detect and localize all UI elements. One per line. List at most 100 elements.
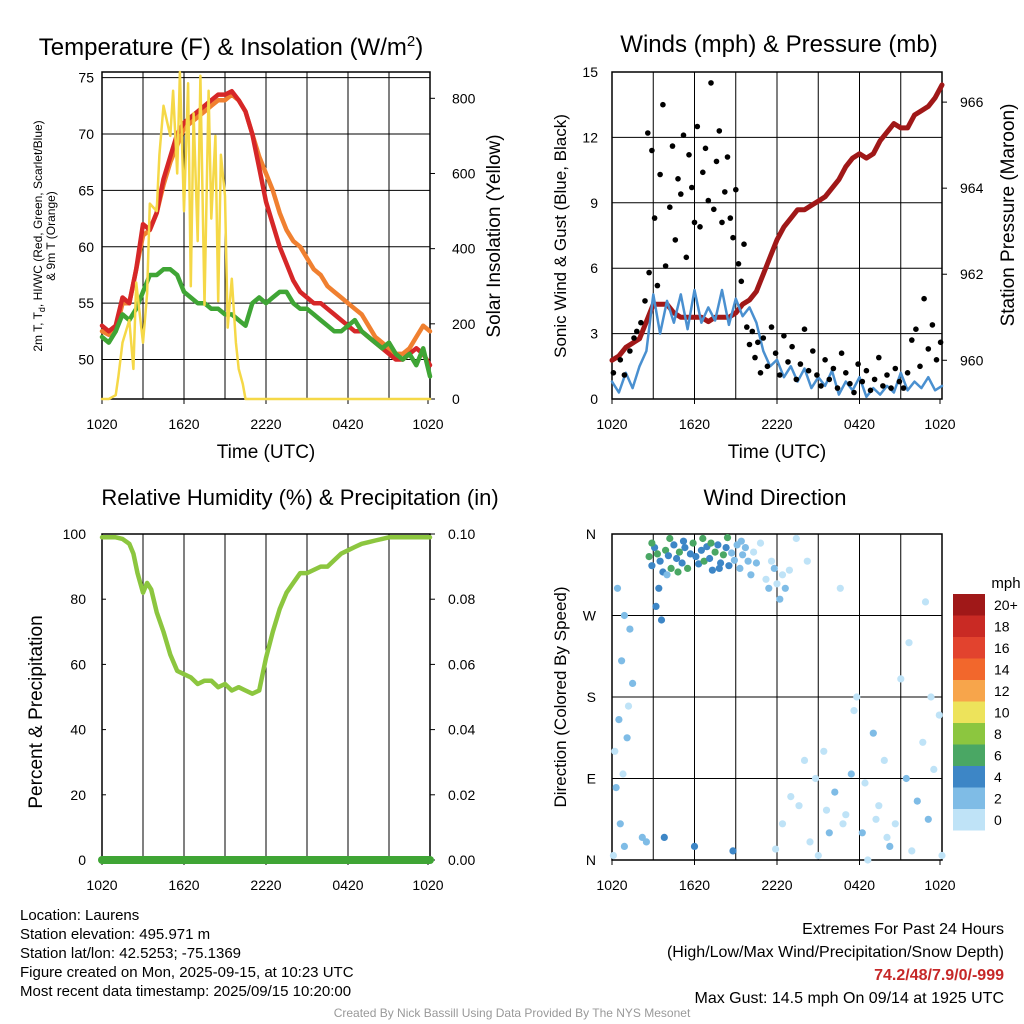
y-axis-label: Percent & Precipitation (26, 615, 47, 808)
gust-point (888, 385, 894, 391)
y-tick-label: S (587, 689, 596, 705)
legend-label: 10 (994, 705, 1010, 721)
gust-point (735, 261, 742, 267)
y2-axis-label: Solar Insolation (Yellow) (484, 134, 505, 337)
direction-point (739, 551, 747, 559)
direction-point (778, 571, 787, 579)
gust-point (818, 383, 824, 389)
direction-point (692, 553, 700, 561)
direction-point (836, 584, 844, 592)
direction-point (666, 534, 674, 543)
y-tick-label: 60 (78, 239, 94, 255)
y-tick-label: 70 (78, 126, 94, 142)
direction-point (872, 815, 880, 823)
chart-title-main: Temperature (F) & Insolation (W/m (39, 34, 407, 61)
gust-point (830, 365, 837, 372)
gust-point (801, 326, 808, 333)
direction-point (723, 534, 732, 542)
latlon-text: Station lat/lon: 42.5253; -75.1369 (20, 945, 242, 962)
direction-point (806, 838, 814, 846)
gust-point (651, 215, 658, 221)
y-tick-label: 50 (78, 352, 94, 368)
direction-point (714, 541, 722, 549)
gust-point (667, 204, 673, 210)
x-tick-label: 2220 (761, 416, 792, 432)
y-axis-label: Sonic Wind & Gust (Blue, Black) (551, 114, 570, 358)
x-axis-label: Time (UTC) (217, 442, 316, 463)
y2-tick-label: 0.10 (448, 526, 475, 542)
direction-point (861, 779, 869, 787)
gust-point (781, 333, 787, 339)
legend-swatch (953, 658, 985, 680)
gust-point (805, 367, 812, 374)
direction-point (679, 537, 688, 545)
direction-point (935, 711, 943, 719)
direction-point (648, 539, 656, 547)
winds-chart: 1020 1620 2220 0420 1020 0 3 6 9 12 15 960 962 964 966… (551, 31, 1019, 463)
gust-point (724, 154, 731, 160)
x-tick-label: 1020 (412, 416, 443, 432)
legend-title: mph (991, 575, 1020, 592)
direction-point (615, 716, 623, 724)
x-tick-label: 2220 (761, 877, 792, 893)
y2-tick-label: 600 (452, 165, 476, 181)
direction-point (717, 559, 725, 567)
legend-label: 0 (994, 812, 1002, 828)
gust-point (917, 363, 923, 370)
direction-point (756, 539, 765, 547)
y2-tick-label: 0.06 (448, 656, 475, 672)
gust-point (610, 370, 617, 376)
gust-point (900, 385, 907, 391)
direction-point (653, 550, 662, 558)
direction-point (699, 534, 707, 543)
y2-tick-label: 0.00 (448, 852, 475, 868)
gust-point (777, 372, 783, 378)
direction-point (924, 815, 932, 823)
direction-point (820, 747, 828, 755)
gust-point (708, 80, 714, 86)
direction-point (785, 566, 794, 574)
direction-point (752, 559, 761, 567)
legend-label: 4 (994, 769, 1002, 785)
speed-legend: mph 20+ 18 16 14 12 10 8 6 4 2 0 (953, 575, 1021, 831)
direction-point (905, 639, 913, 647)
y-tick-label: W (583, 608, 597, 624)
gust-point (716, 128, 723, 134)
y-tick-label: 20 (70, 787, 86, 803)
legend-label: 16 (994, 640, 1010, 656)
direction-point (664, 552, 673, 560)
gust-point (744, 324, 750, 330)
direction-point (730, 556, 739, 564)
direction-point (706, 554, 714, 563)
x-tick-label: 1620 (679, 877, 710, 893)
direction-point (897, 675, 905, 683)
direction-point (921, 598, 930, 606)
gust-point (654, 282, 661, 289)
y2-tick-label: 962 (960, 266, 984, 282)
gust-point (755, 339, 761, 346)
legend-swatch (953, 809, 985, 831)
timestamp-text: Most recent data timestamp: 2025/09/15 1… (20, 983, 352, 1000)
x-tick-label: 1020 (924, 416, 955, 432)
direction-point (765, 584, 773, 592)
legend-label: 18 (994, 619, 1010, 635)
gust-point (797, 361, 804, 367)
gust-point (793, 376, 800, 383)
series-wind (610, 288, 944, 399)
direction-point (708, 566, 717, 574)
direction-point (744, 557, 752, 565)
y-tick-label: 65 (78, 182, 94, 198)
gust-point (691, 219, 698, 226)
direction-point (891, 820, 899, 828)
extremes-title: Extremes For Past 24 Hours (802, 921, 1004, 938)
direction-point (729, 847, 737, 855)
gust-point (649, 147, 655, 154)
gust-point (689, 184, 695, 191)
y-tick-label: E (587, 771, 596, 787)
direction-point (619, 770, 627, 778)
direction-point (938, 851, 946, 860)
chart-title-sup: 2 (407, 33, 415, 50)
chart-title: Wind Direction (703, 485, 846, 510)
direction-point (787, 793, 795, 801)
x-tick-label: 1620 (168, 416, 199, 432)
